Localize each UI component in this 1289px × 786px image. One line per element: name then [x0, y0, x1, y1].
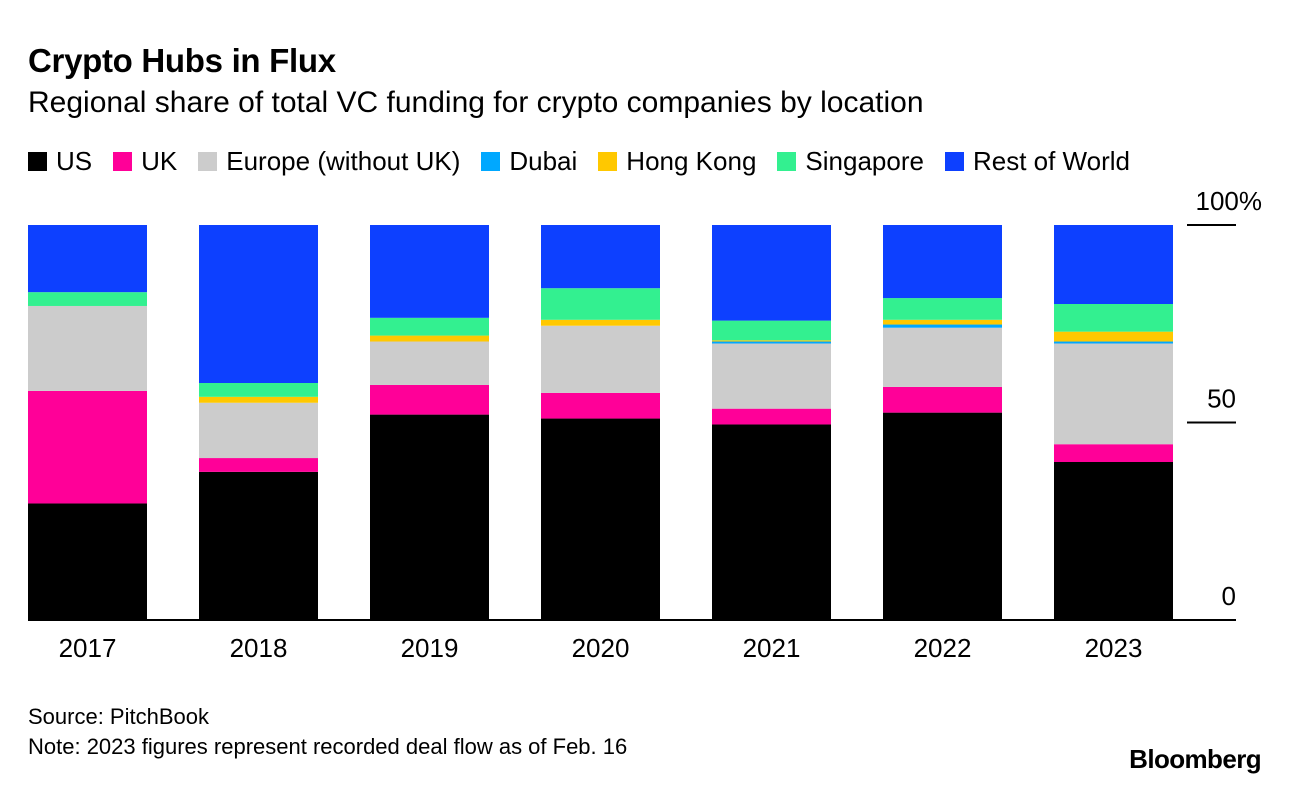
bar-segment: [883, 327, 1002, 387]
legend-swatch: [777, 152, 797, 171]
bar-segment: [541, 319, 660, 326]
bar-segment: [28, 305, 147, 391]
legend-swatch: [481, 152, 501, 171]
legend-label: Dubai: [509, 146, 578, 176]
source-note: Source: PitchBook: [28, 704, 209, 729]
legend-item: Hong Kong: [598, 146, 756, 177]
bar-segment: [541, 392, 660, 419]
x-tick-label: 2021: [743, 633, 801, 663]
legend-label: Europe (without UK): [226, 146, 461, 176]
legend-item: UK: [113, 146, 177, 177]
legend-label: Rest of World: [972, 146, 1130, 176]
bar-segment: [541, 225, 660, 289]
bar-segment: [883, 319, 1002, 325]
footnote: Note: 2023 figures represent recorded de…: [28, 734, 628, 759]
bar-segment: [1054, 341, 1173, 344]
bar-segment: [28, 390, 147, 504]
legend-label: US: [56, 146, 93, 176]
legend-swatch: [944, 152, 964, 171]
bar-segment: [1054, 225, 1173, 304]
bar-segment: [370, 414, 489, 620]
legend-swatch: [113, 152, 133, 171]
bar-segment: [28, 225, 147, 293]
bar-segment: [883, 324, 1002, 328]
bar-segment: [199, 396, 318, 403]
bar-segment: [199, 402, 318, 459]
bar-segment: [1054, 331, 1173, 342]
bar-segment: [883, 386, 1002, 413]
bar-segment: [370, 341, 489, 385]
x-tick-label: 2022: [914, 633, 972, 663]
x-tick-label: 2023: [1085, 633, 1143, 663]
stacked-bar-chart: 2017 2018 2019 2020 2021 2022 2023 0 50 100%: [28, 186, 1263, 663]
bar-segment: [1054, 343, 1173, 445]
x-tick-label: 2020: [572, 633, 630, 663]
bar-segment: [199, 383, 318, 397]
legend-item: US: [28, 146, 92, 177]
bar-segment: [1054, 444, 1173, 462]
y-tick-label: 50: [1207, 384, 1236, 414]
bar-segment: [712, 225, 831, 321]
bar-segment: [370, 384, 489, 415]
legend-label: Singapore: [805, 146, 924, 176]
bar-segment: [199, 458, 318, 472]
bar-segment: [712, 408, 831, 425]
bar-segment: [541, 325, 660, 393]
bar-segment: [370, 225, 489, 318]
bar-segment: [712, 343, 831, 409]
legend-item: Europe (without UK): [198, 146, 460, 177]
chart-subtitle: Regional share of total VC funding for c…: [28, 86, 924, 119]
bar-segment: [1054, 304, 1173, 332]
legend-swatch: [28, 152, 47, 171]
bar-segment: [712, 320, 831, 341]
legend-swatch: [198, 152, 218, 171]
bar-segment: [712, 340, 831, 342]
bar-segment: [712, 341, 831, 344]
bar-segment: [199, 471, 318, 620]
legend-item: Singapore: [777, 146, 924, 177]
legend-label: Hong Kong: [626, 146, 757, 176]
bar-segment: [541, 288, 660, 320]
y-tick-label: 100%: [1196, 186, 1263, 216]
bar-segment: [712, 424, 831, 620]
y-tick-label: 0: [1222, 581, 1236, 611]
legend-item: Dubai: [481, 146, 577, 177]
bar-segment: [28, 503, 147, 620]
legend-label: UK: [141, 146, 178, 176]
x-tick-label: 2019: [401, 633, 459, 663]
legend-swatch: [598, 152, 618, 171]
bar-segment: [883, 298, 1002, 320]
bar-segment: [1054, 462, 1173, 620]
x-tick-label: 2018: [230, 633, 288, 663]
bar-segment: [370, 317, 489, 336]
x-tick-label: 2017: [59, 633, 117, 663]
bar-segment: [370, 335, 489, 342]
bar-segment: [28, 292, 147, 306]
legend: US UK Europe (without UK) Dubai Hong Kong Sin…: [28, 146, 1151, 177]
bar-segment: [199, 225, 318, 383]
bar-segment: [883, 225, 1002, 299]
chart-title: Crypto Hubs in Flux: [28, 42, 336, 79]
bloomberg-logo: Bloomberg: [1129, 744, 1261, 774]
bar-segment: [541, 418, 660, 620]
bar-segment: [883, 412, 1002, 620]
legend-item: Rest of World: [944, 146, 1130, 177]
